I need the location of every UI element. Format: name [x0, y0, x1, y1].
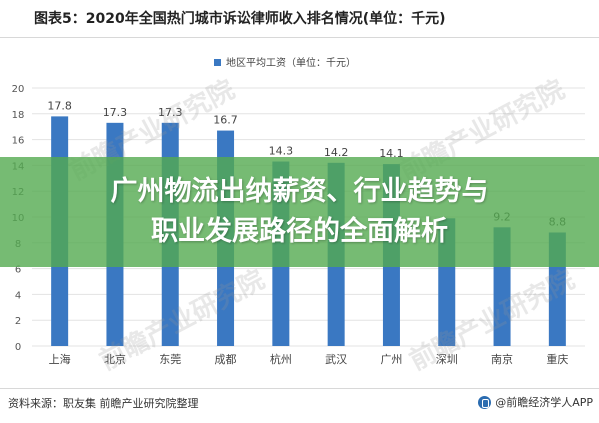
x-tick-label: 南京 — [491, 352, 513, 366]
legend-label: 地区平均工资（单位：千元） — [226, 56, 356, 69]
x-tick-label: 重庆 — [546, 352, 568, 366]
x-tick-label: 杭州 — [270, 352, 292, 366]
x-tick-label: 北京 — [104, 352, 126, 366]
chart-title: 图表5：2020年全国热门城市诉讼律师收入排名情况(单位：千元) — [34, 11, 446, 27]
y-tick-label: 16 — [12, 136, 25, 147]
x-tick-label: 上海 — [49, 352, 71, 366]
x-tick-label: 成都 — [215, 353, 237, 366]
footer-divider — [0, 388, 599, 389]
y-tick-label: 2 — [15, 316, 21, 327]
x-tick-label: 深圳 — [436, 353, 458, 366]
y-tick-label: 18 — [12, 110, 25, 121]
y-tick-label: 20 — [12, 84, 25, 95]
y-tick-label: 4 — [15, 290, 21, 301]
y-tick-label: 0 — [15, 342, 21, 353]
brand-credit[interactable]: @前瞻经济学人APP — [478, 394, 593, 410]
title-divider — [0, 37, 599, 38]
data-label: 14.1 — [379, 147, 404, 160]
data-label: 17.3 — [158, 106, 183, 119]
data-label: 16.7 — [213, 114, 238, 127]
x-tick-label: 东莞 — [159, 353, 181, 366]
data-label: 17.8 — [47, 99, 72, 112]
data-label: 14.3 — [269, 145, 294, 158]
brand-text: @前瞻经济学人APP — [495, 396, 593, 409]
data-label: 17.3 — [103, 106, 128, 119]
x-tick-label: 武汉 — [325, 353, 347, 366]
banner-line-1: 广州物流出纳薪资、行业趋势与 — [110, 176, 489, 207]
legend-swatch — [214, 59, 221, 66]
banner-line-2: 职业发展路径的全面解析 — [151, 216, 448, 247]
y-tick-label: 6 — [15, 265, 21, 276]
source-note: 资料来源：职友集 前瞻产业研究院整理 — [8, 397, 199, 410]
data-label: 14.2 — [324, 146, 349, 159]
brand-logo-icon — [478, 395, 492, 409]
overlay-banner: 广州物流出纳薪资、行业趋势与 职业发展路径的全面解析 — [0, 157, 599, 267]
chart-legend: 地区平均工资（单位：千元） — [214, 56, 356, 69]
x-tick-label: 广州 — [380, 353, 402, 366]
